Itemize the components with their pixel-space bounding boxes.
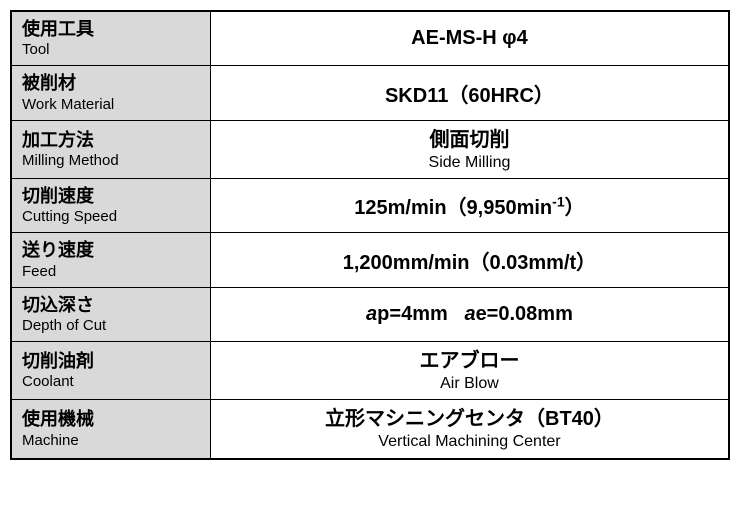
- value-cell-feed: 1,200mm/min（0.03mm/t）: [210, 233, 729, 287]
- value-cell-speed: 125m/min（9,950min-1）: [210, 178, 729, 232]
- table-row: 使用機械 Machine 立形マシニングセンタ（BT40） Vertical M…: [11, 400, 729, 459]
- value-jp: AE-MS-H φ4: [221, 27, 718, 50]
- label-cell-machine: 使用機械 Machine: [11, 400, 210, 459]
- label-cell-tool: 使用工具 Tool: [11, 11, 210, 66]
- spec-table-body: 使用工具 Tool AE-MS-H φ4 被削材 Work Material S…: [11, 11, 729, 459]
- label-jp: 加工方法: [22, 129, 200, 152]
- label-cell-coolant: 切削油剤 Coolant: [11, 342, 210, 400]
- table-row: 被削材 Work Material SKD11（60HRC）: [11, 66, 729, 120]
- table-row: 使用工具 Tool AE-MS-H φ4: [11, 11, 729, 66]
- label-en: Milling Method: [22, 152, 200, 170]
- value-cell-depth: ap=4mm ae=0.08mm: [210, 287, 729, 341]
- label-en: Coolant: [22, 373, 200, 391]
- value-cell-coolant: エアブロー Air Blow: [210, 342, 729, 400]
- label-cell-speed: 切削速度 Cutting Speed: [11, 178, 210, 232]
- label-en: Machine: [22, 432, 200, 450]
- label-en: Feed: [22, 263, 200, 281]
- table-row: 切削速度 Cutting Speed 125m/min（9,950min-1）: [11, 178, 729, 232]
- table-row: 切削油剤 Coolant エアブロー Air Blow: [11, 342, 729, 400]
- value-jp: 立形マシニングセンタ（BT40）: [221, 406, 718, 432]
- label-cell-depth: 切込深さ Depth of Cut: [11, 287, 210, 341]
- label-en: Cutting Speed: [22, 208, 200, 226]
- label-en: Tool: [22, 41, 200, 59]
- value-jp: SKD11（60HRC）: [221, 79, 718, 108]
- value-jp: 側面切削: [221, 127, 718, 153]
- label-jp: 切削速度: [22, 185, 200, 208]
- table-row: 送り速度 Feed 1,200mm/min（0.03mm/t）: [11, 233, 729, 287]
- value-cell-material: SKD11（60HRC）: [210, 66, 729, 120]
- value-cell-machine: 立形マシニングセンタ（BT40） Vertical Machining Cent…: [210, 400, 729, 459]
- label-jp: 被削材: [22, 72, 200, 95]
- table-row: 切込深さ Depth of Cut ap=4mm ae=0.08mm: [11, 287, 729, 341]
- label-jp: 使用機械: [22, 408, 200, 431]
- value-jp: 1,200mm/min（0.03mm/t）: [221, 246, 718, 275]
- label-cell-method: 加工方法 Milling Method: [11, 120, 210, 178]
- cutting-spec-table: 使用工具 Tool AE-MS-H φ4 被削材 Work Material S…: [10, 10, 730, 460]
- value-cell-method: 側面切削 Side Milling: [210, 120, 729, 178]
- label-cell-material: 被削材 Work Material: [11, 66, 210, 120]
- value-jp: ap=4mm ae=0.08mm: [221, 303, 718, 326]
- value-en: Air Blow: [221, 374, 718, 393]
- label-cell-feed: 送り速度 Feed: [11, 233, 210, 287]
- label-jp: 使用工具: [22, 18, 200, 41]
- label-jp: 切込深さ: [22, 294, 200, 317]
- value-jp: エアブロー: [221, 348, 718, 374]
- value-en: Side Milling: [221, 153, 718, 172]
- table-row: 加工方法 Milling Method 側面切削 Side Milling: [11, 120, 729, 178]
- label-jp: 送り速度: [22, 239, 200, 262]
- value-cell-tool: AE-MS-H φ4: [210, 11, 729, 66]
- label-en: Depth of Cut: [22, 317, 200, 335]
- value-en: Vertical Machining Center: [221, 432, 718, 451]
- value-jp: 125m/min（9,950min-1）: [221, 191, 718, 220]
- label-en: Work Material: [22, 96, 200, 114]
- label-jp: 切削油剤: [22, 350, 200, 373]
